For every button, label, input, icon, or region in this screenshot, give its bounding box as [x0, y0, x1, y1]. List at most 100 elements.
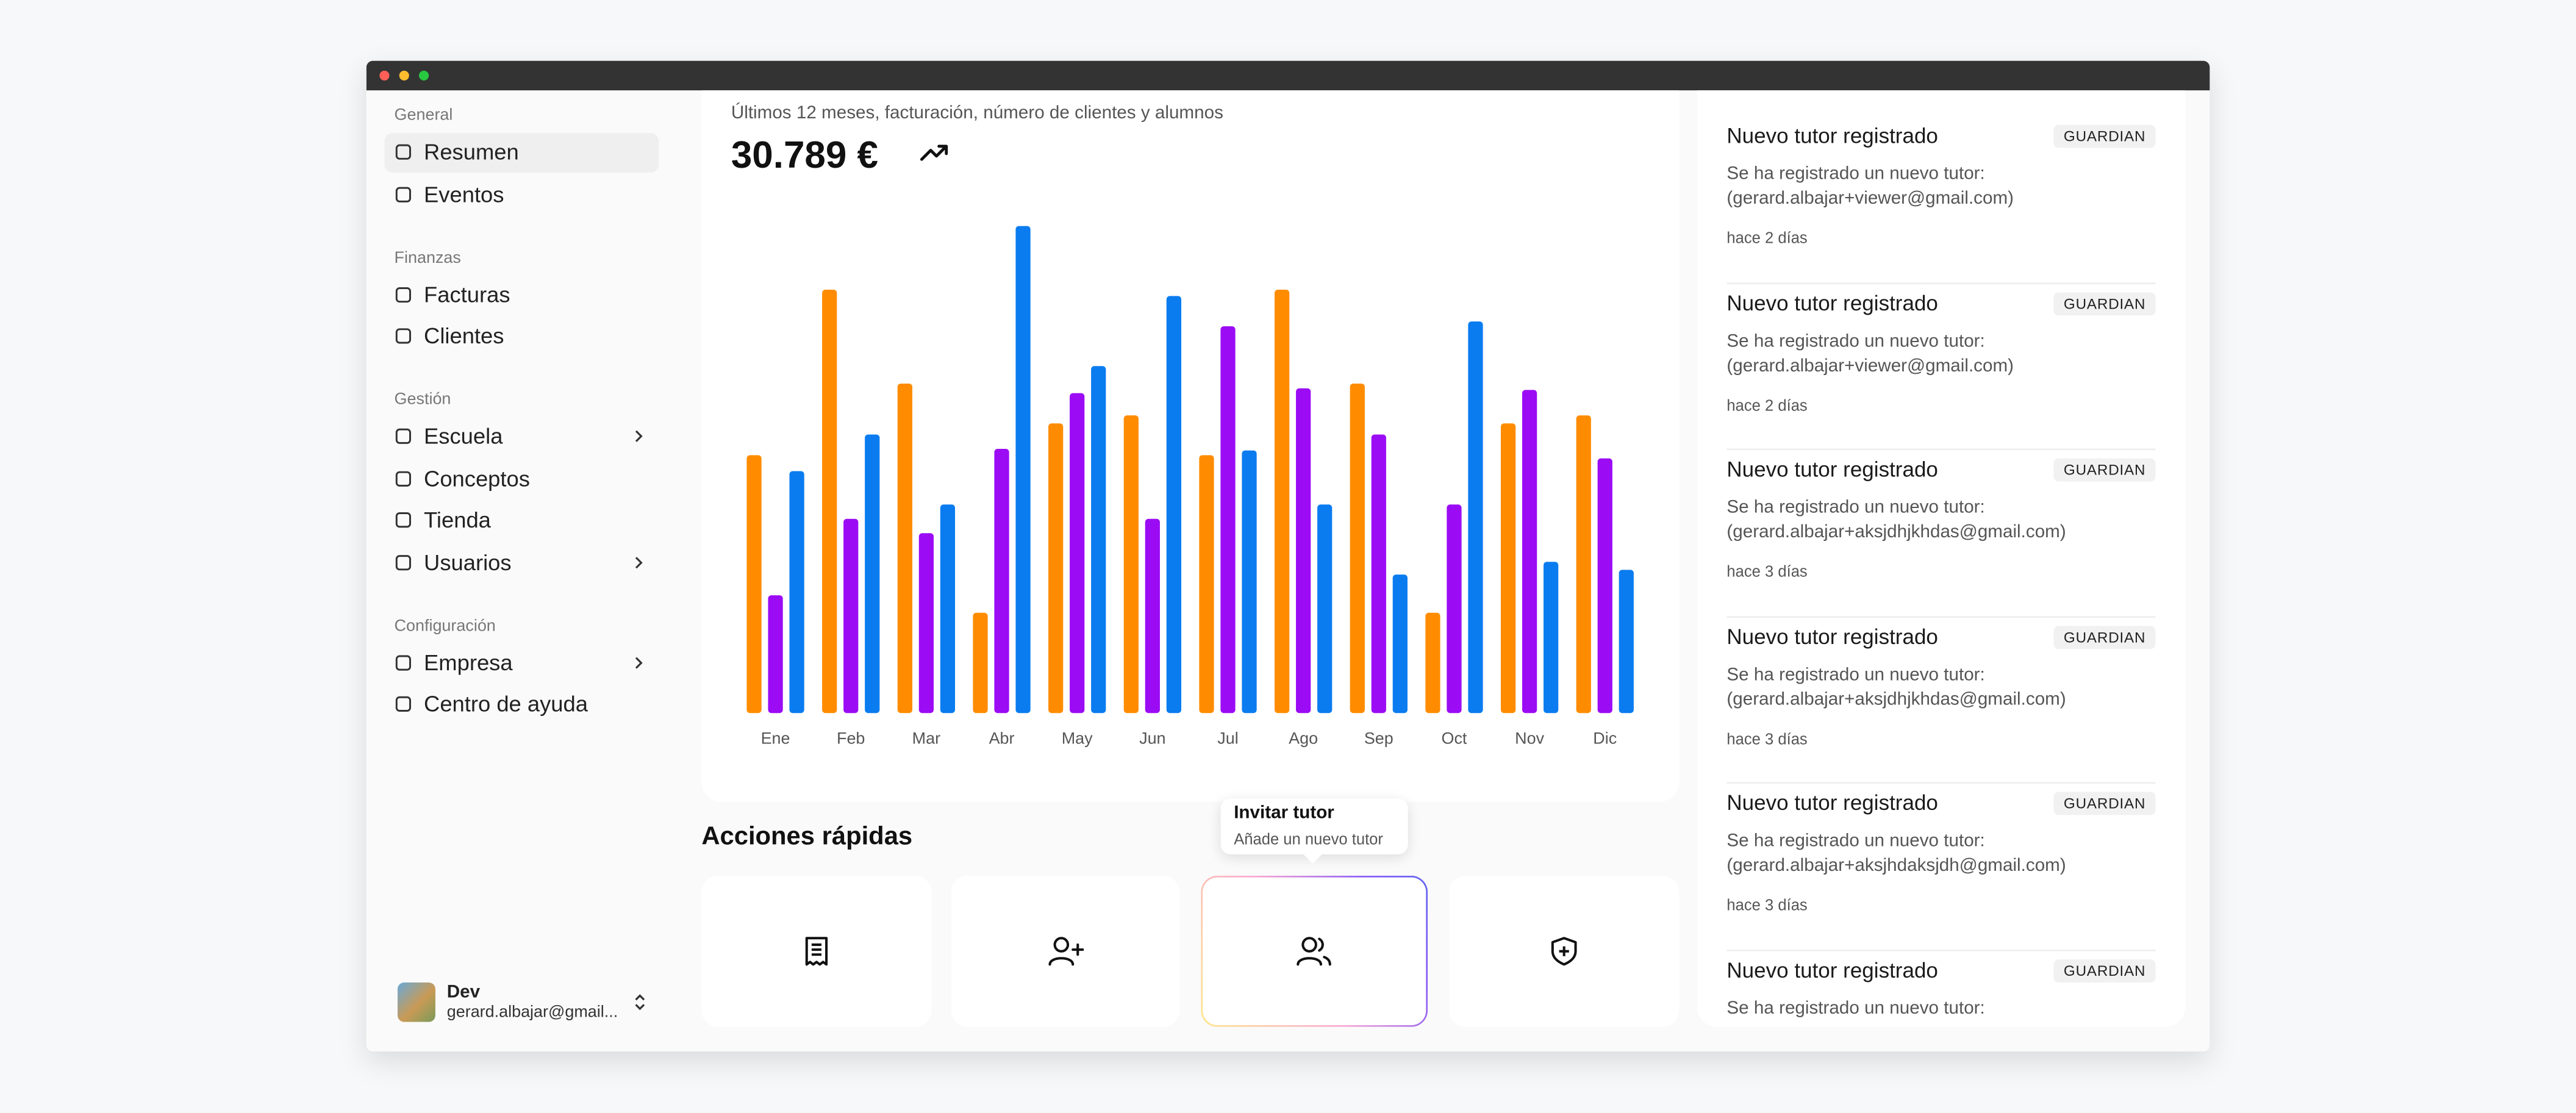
section-title: Finanzas [394, 249, 461, 267]
notification-title: Nuevo tutor registrado [1726, 623, 1938, 648]
bar [1317, 504, 1333, 714]
nav-item[interactable]: Conceptos [384, 459, 659, 498]
bar [1048, 423, 1064, 714]
bar [1392, 574, 1408, 714]
chevron [635, 656, 643, 668]
timestamp: hace 3 días [1726, 564, 1808, 582]
action-card[interactable] [1201, 876, 1428, 1027]
nav-icon [395, 654, 411, 670]
bar [1199, 455, 1214, 714]
badge: GUARDIAN [2053, 458, 2156, 482]
x-tick-label: Nov [1515, 729, 1544, 747]
nav-item[interactable]: Eventos [384, 174, 659, 214]
notification-title: Nuevo tutor registrado [1726, 456, 1938, 482]
nav-item[interactable]: Usuarios [384, 542, 659, 582]
x-tick-label: Sep [1364, 729, 1394, 747]
tooltip-title: Invitar tutor [1234, 803, 1334, 823]
minimize-button[interactable] [399, 70, 409, 81]
bar [897, 383, 912, 714]
bar-chart: Ene Feb Mar Abr May Jun Jul Ago Sep Oct Nov Dic [746, 226, 1634, 747]
bar [1576, 415, 1591, 714]
nav-item[interactable]: Facturas [384, 274, 659, 314]
bar [918, 533, 934, 714]
message-text: Se ha registrado un nuevo tutor: [1726, 498, 1985, 518]
bar [768, 595, 783, 714]
icon-shape [395, 554, 411, 570]
x-tick-label: Jul [1217, 729, 1238, 747]
chevron [635, 430, 643, 442]
nav-item[interactable]: Clientes [384, 317, 659, 356]
icon-shape [395, 144, 411, 160]
notification[interactable]: Nuevo tutor registrado GUARDIAN Se ha regi… [1726, 116, 2156, 284]
notification[interactable]: Nuevo tutor registrado GUARDIAN Se ha regi… [1726, 784, 2156, 951]
nav-icon [395, 554, 411, 570]
notification-title: Nuevo tutor registrado [1726, 790, 1938, 815]
bar [1447, 504, 1462, 714]
badge: GUARDIAN [2053, 292, 2156, 315]
maximize-button[interactable] [418, 70, 429, 81]
badge: GUARDIAN [2053, 792, 2156, 815]
nav-item[interactable]: Centro de ayuda [384, 684, 659, 724]
badge: GUARDIAN [2053, 124, 2156, 148]
icon-shape [395, 328, 411, 344]
users-icon [1297, 937, 1331, 966]
bar [746, 455, 762, 714]
section-title: General [394, 107, 453, 125]
action-card[interactable] [951, 875, 1180, 1027]
message-email: (gerard.albajar+aksjdhjkhdas@gmail.com) [1726, 522, 2066, 543]
chevron-shape [635, 430, 643, 442]
bar [1544, 562, 1559, 714]
notification-message: Se ha registrado un nuevo tutor: [1726, 997, 1984, 1021]
notification[interactable]: Nuevo tutor registrado GUARDIAN Se ha regi… [1726, 617, 2156, 784]
nav-label: Empresa [424, 650, 513, 675]
x-tick-label: Feb [837, 729, 865, 747]
timestamp: hace 2 días [1726, 396, 1808, 415]
user-menu[interactable]: Dev gerard.albajar@gmail... [397, 982, 660, 1025]
bar [1145, 518, 1160, 714]
section-title: Configuración [394, 617, 496, 635]
icon-shape [395, 696, 411, 712]
message-text: Se ha registrado un nuevo tutor: [1726, 998, 1985, 1018]
nav-item[interactable]: Resumen [384, 132, 659, 172]
trend-icon [920, 145, 948, 161]
nav-icon [395, 512, 411, 528]
bar [973, 612, 988, 714]
nav-icon [395, 144, 411, 160]
x-tick-label: Mar [912, 729, 940, 747]
bar [1296, 388, 1311, 714]
nav-icon [395, 186, 411, 202]
nav-item[interactable]: Empresa [384, 642, 659, 682]
bar [1350, 383, 1365, 714]
section-title: Acciones rápidas [701, 823, 913, 851]
notification[interactable]: Nuevo tutor registrado GUARDIAN Se ha regi… [1726, 450, 2156, 617]
add-user-icon [1048, 937, 1084, 966]
notification-message: Se ha registrado un nuevo tutor: (gerard.… [1726, 163, 2014, 212]
action-card[interactable] [701, 875, 932, 1027]
nav-icon [395, 428, 411, 444]
close-button[interactable] [379, 70, 390, 81]
bar [1123, 415, 1139, 714]
app-window: General Resumen Eventos Finanzas Facturas Cli… [366, 60, 2210, 1052]
expand-icon [635, 994, 645, 1011]
bar [1220, 326, 1236, 714]
timestamp: hace 3 días [1726, 730, 1808, 749]
bar [1091, 366, 1106, 714]
notification[interactable]: Nuevo tutor registrado GUARDIAN Se ha regi… [1726, 284, 2156, 451]
total-revenue: 30.789 € [731, 133, 879, 176]
bar [1371, 434, 1386, 714]
message-email: (gerard.albajar+aksjdhjkhdas@gmail.com) [1726, 689, 2066, 709]
title-bar [366, 60, 2210, 91]
avatar [397, 982, 435, 1022]
action-card[interactable] [1449, 875, 1680, 1027]
notification[interactable]: Nuevo tutor registrado GUARDIAN Se ha regi… [1726, 950, 2156, 1026]
nav-item[interactable]: Tienda [384, 500, 659, 540]
nav-item[interactable]: Escuela [384, 417, 659, 456]
notification-title: Nuevo tutor registrado [1726, 957, 1938, 982]
message-text: Se ha registrado un nuevo tutor: [1726, 831, 1985, 851]
notification-message: Se ha registrado un nuevo tutor: (gerard.… [1726, 496, 2066, 546]
notification-message: Se ha registrado un nuevo tutor: (gerard.… [1726, 663, 2066, 712]
nav-label: Facturas [424, 282, 510, 307]
bar [1500, 423, 1516, 714]
message-text: Se ha registrado un nuevo tutor: [1726, 664, 1985, 685]
bar [1468, 321, 1483, 714]
